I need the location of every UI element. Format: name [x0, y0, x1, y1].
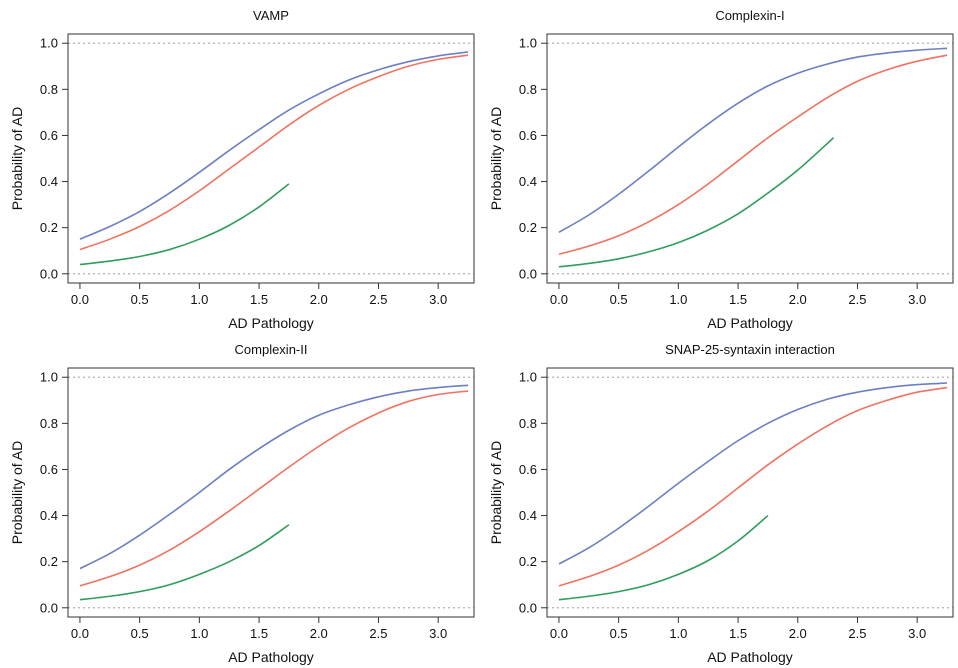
y-tick-label: 0.8: [40, 416, 58, 431]
y-tick-label: 0.0: [40, 266, 58, 281]
x-tick-label: 2.0: [789, 626, 807, 641]
plot-frame: [67, 33, 475, 284]
series-line-3: [79, 183, 290, 266]
plot-frame: [546, 367, 954, 618]
x-tick-label: 1.0: [669, 292, 687, 307]
x-tick-label: 1.0: [190, 292, 208, 307]
x-tick-label: 3.0: [908, 292, 926, 307]
chart-panel-3: Complexin-II 0.0 0.5 1.0 1.5 2.0 2.5 3.0 0.0 0.2 0…: [0, 334, 479, 668]
plot-frame: [546, 33, 954, 284]
x-tick-label: 0.5: [131, 626, 149, 641]
x-tick-label: 0.0: [71, 292, 89, 307]
x-tick-label: 2.0: [310, 292, 328, 307]
y-tick-label: 0.2: [519, 554, 537, 569]
series-line-2: [558, 54, 948, 255]
y-tick-label: 0.2: [40, 554, 58, 569]
x-tick-label: 0.5: [610, 292, 628, 307]
y-tick-label: 0.6: [519, 128, 537, 143]
series-line-2: [79, 54, 469, 251]
y-tick-label: 0.4: [519, 508, 537, 523]
chart-svg: VAMP 0.0 0.5 1.0 1.5 2.0 2.5 3.0 0.0 0.2 0.4 0.6 0.8…: [9, 8, 475, 331]
y-tick-label: 0.4: [519, 174, 537, 189]
x-tick-label: 0.0: [71, 626, 89, 641]
x-tick-label: 0.0: [550, 292, 568, 307]
y-axis-label: Probability of AD: [9, 107, 25, 211]
x-tick-label: 1.5: [729, 292, 747, 307]
y-tick-label: 0.0: [519, 266, 537, 281]
x-tick-label: 2.0: [310, 626, 328, 641]
x-tick-label: 3.0: [908, 626, 926, 641]
y-tick-label: 0.2: [519, 220, 537, 235]
x-tick-label: 2.5: [369, 626, 387, 641]
x-tick-label: 0.5: [610, 626, 628, 641]
chart-panel-2: Complexin-I 0.0 0.5 1.0 1.5 2.0 2.5 3.0 0.0 0.2 0.…: [479, 0, 958, 334]
x-tick-label: 3.0: [429, 626, 447, 641]
y-tick-label: 0.6: [40, 462, 58, 477]
series-line-1: [79, 51, 469, 240]
y-tick-label: 0.8: [519, 82, 537, 97]
y-tick-label: 1.0: [519, 36, 537, 51]
x-tick-label: 2.5: [369, 292, 387, 307]
y-axis-label: Probability of AD: [488, 441, 504, 545]
chart-title: Complexin-I: [715, 8, 784, 23]
series-line-3: [79, 524, 290, 601]
x-tick-label: 1.5: [250, 292, 268, 307]
plot-frame: [67, 367, 475, 618]
series-line-3: [558, 514, 769, 601]
series-line-2: [558, 386, 948, 587]
series-line-3: [558, 137, 835, 268]
x-tick-label: 1.0: [669, 626, 687, 641]
y-tick-label: 1.0: [519, 370, 537, 385]
x-tick-label: 1.5: [250, 626, 268, 641]
x-tick-label: 2.5: [848, 292, 866, 307]
y-axis-label: Probability of AD: [9, 441, 25, 545]
x-axis-label: AD Pathology: [707, 649, 793, 665]
x-axis-label: AD Pathology: [228, 649, 314, 665]
y-tick-label: 0.6: [40, 128, 58, 143]
chart-svg: Complexin-I 0.0 0.5 1.0 1.5 2.0 2.5 3.0 0.0 0.2 0.…: [488, 8, 954, 331]
x-tick-label: 1.0: [190, 626, 208, 641]
y-tick-label: 0.8: [519, 416, 537, 431]
x-axis-label: AD Pathology: [707, 315, 793, 331]
chart-panel-4: SNAP-25-syntaxin interaction 0.0 0.5 1.0 1.5…: [479, 334, 958, 668]
y-tick-label: 0.0: [519, 600, 537, 615]
y-axis-label: Probability of AD: [488, 107, 504, 211]
chart-svg: SNAP-25-syntaxin interaction 0.0 0.5 1.0 1.5…: [488, 342, 954, 665]
y-tick-label: 0.2: [40, 220, 58, 235]
chart-panel-1: VAMP 0.0 0.5 1.0 1.5 2.0 2.5 3.0 0.0 0.2 0.4 0.6 0.8…: [0, 0, 479, 334]
series-line-2: [79, 390, 469, 587]
chart-title: Complexin-II: [235, 342, 308, 357]
y-tick-label: 1.0: [40, 36, 58, 51]
y-tick-label: 1.0: [40, 370, 58, 385]
series-line-1: [558, 47, 948, 233]
x-tick-label: 0.0: [550, 626, 568, 641]
x-tick-label: 1.5: [729, 626, 747, 641]
chart-title: VAMP: [253, 8, 289, 23]
x-axis-label: AD Pathology: [228, 315, 314, 331]
y-tick-label: 0.8: [40, 82, 58, 97]
y-tick-label: 0.4: [40, 174, 58, 189]
series-line-1: [79, 384, 469, 570]
x-tick-label: 3.0: [429, 292, 447, 307]
series-line-1: [558, 382, 948, 565]
y-tick-label: 0.0: [40, 600, 58, 615]
chart-title: SNAP-25-syntaxin interaction: [665, 342, 835, 357]
y-tick-label: 0.4: [40, 508, 58, 523]
y-tick-label: 0.6: [519, 462, 537, 477]
x-tick-label: 2.5: [848, 626, 866, 641]
x-tick-label: 2.0: [789, 292, 807, 307]
chart-svg: Complexin-II 0.0 0.5 1.0 1.5 2.0 2.5 3.0 0.0 0.2 0…: [9, 342, 475, 665]
x-tick-label: 0.5: [131, 292, 149, 307]
